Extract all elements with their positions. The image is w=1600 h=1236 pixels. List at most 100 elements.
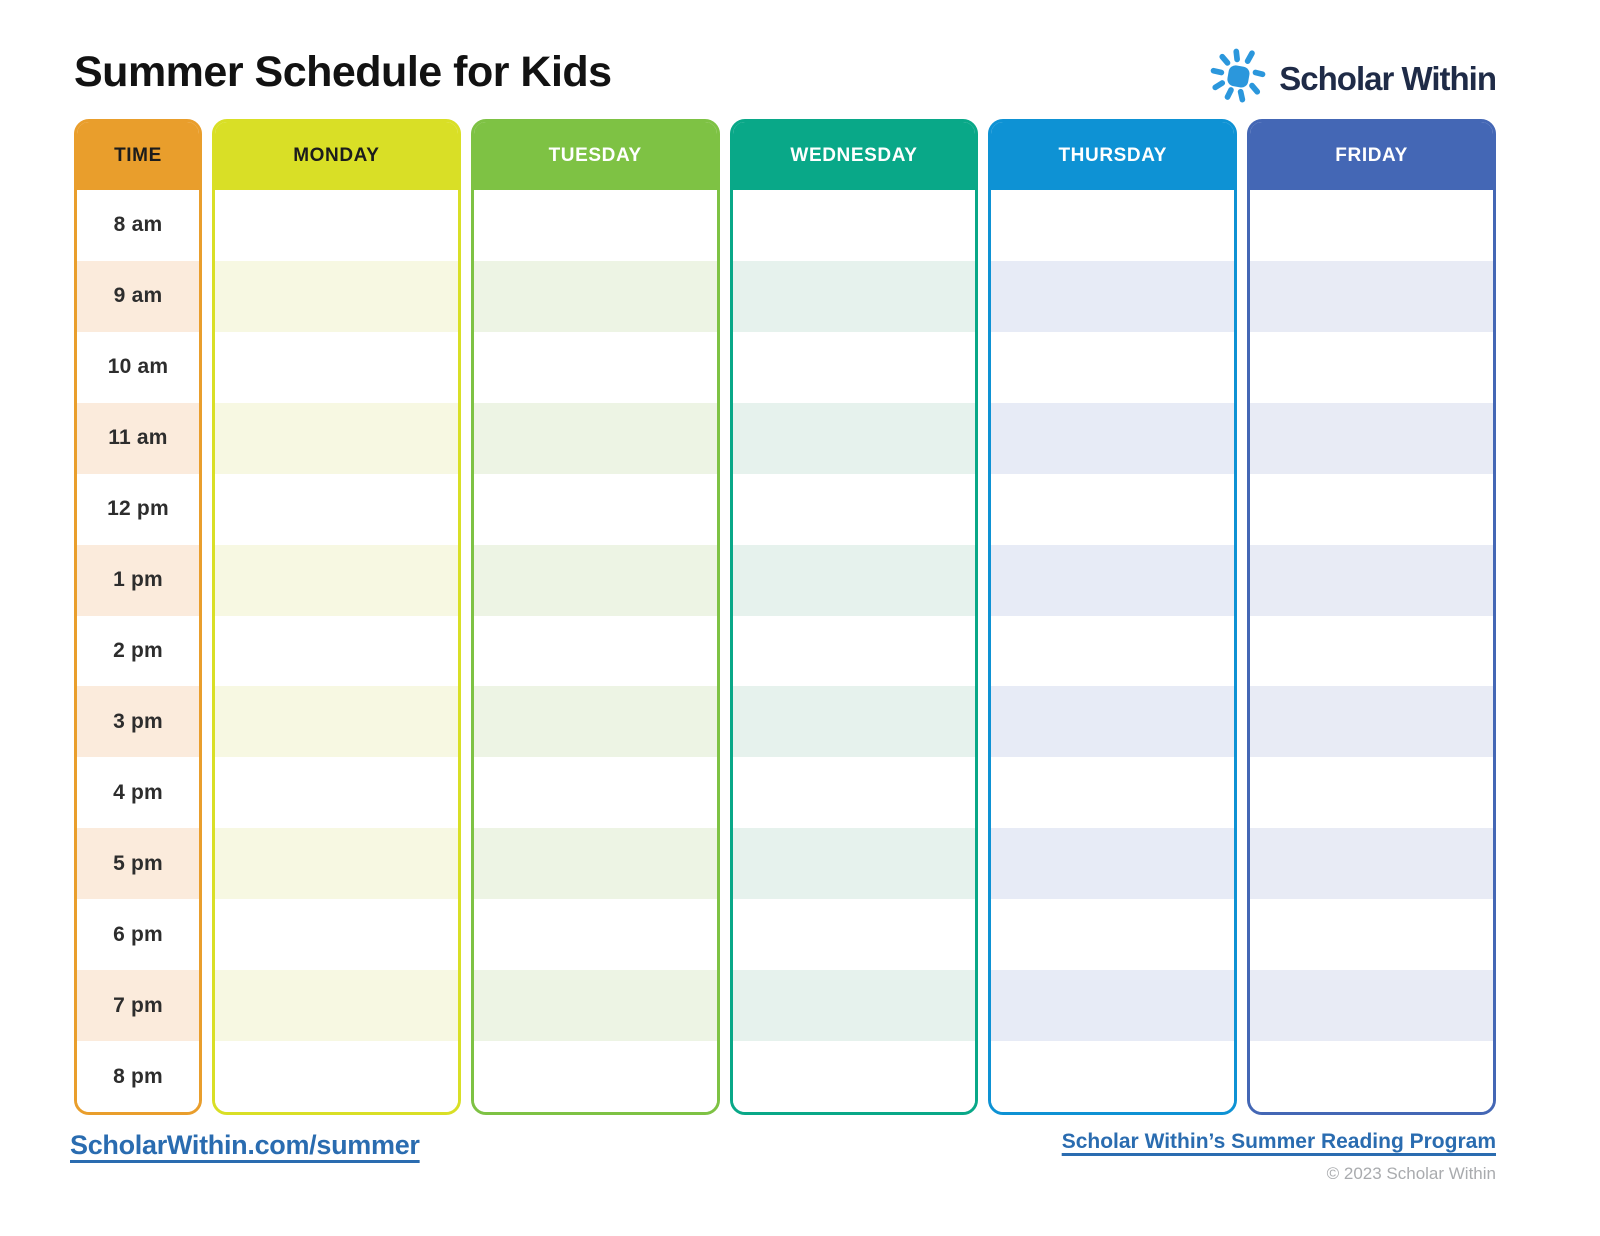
schedule-cell <box>215 1041 458 1112</box>
column-body <box>473 190 717 1112</box>
time-label: 2 pm <box>77 615 199 687</box>
footer-right: Scholar Within’s Summer Reading Program … <box>1062 1130 1496 1184</box>
schedule-cell <box>732 402 976 474</box>
page-title: Summer Schedule for Kids <box>74 48 612 96</box>
schedule-cell <box>1250 899 1493 971</box>
column-body <box>215 190 458 1112</box>
schedule-cell <box>215 899 458 971</box>
schedule-cell <box>473 190 717 261</box>
schedule-cell <box>1250 828 1493 900</box>
summer-reading-program-link[interactable]: Scholar Within’s Summer Reading Program <box>1061 1130 1496 1153</box>
schedule-cell <box>732 970 976 1042</box>
schedule-cell <box>473 828 717 900</box>
schedule-cell <box>215 686 458 758</box>
sun-icon <box>1210 48 1266 109</box>
schedule-cell <box>215 757 458 829</box>
schedule-cell <box>473 757 717 829</box>
schedule-cell <box>473 970 717 1042</box>
copyright-text: © 2023 Scholar Within <box>1326 1164 1496 1183</box>
schedule-cell <box>732 473 976 545</box>
time-label: 11 am <box>77 402 199 474</box>
column-header: MONDAY <box>215 122 458 190</box>
schedule-cell <box>473 1041 717 1112</box>
schedule-cell <box>215 331 458 403</box>
schedule-cell <box>1250 473 1493 545</box>
schedule-cell <box>732 757 976 829</box>
schedule-cell <box>215 970 458 1042</box>
time-label: 8 am <box>77 190 199 261</box>
schedule-cell <box>732 544 976 616</box>
time-label: 7 pm <box>77 970 199 1042</box>
time-column: TIME 8 am 9 am 10 am 11 am 12 pm 1 pm 2 pm 3 pm 4… <box>74 119 202 1115</box>
schedule-cell <box>991 686 1235 758</box>
schedule-cell <box>732 190 976 261</box>
schedule-cell <box>473 402 717 474</box>
schedule-cell <box>1250 331 1493 403</box>
schedule-cell <box>991 828 1235 900</box>
column-body: 8 am 9 am 10 am 11 am 12 pm 1 pm 2 pm 3 pm 4 pm 5… <box>77 190 199 1112</box>
time-label: 12 pm <box>77 473 199 545</box>
brand-logo: Scholar Within <box>1210 48 1497 109</box>
schedule-cell <box>215 615 458 687</box>
schedule-cell <box>473 615 717 687</box>
schedule-cell <box>991 970 1235 1042</box>
time-label: 8 pm <box>77 1041 199 1112</box>
schedule-cell <box>473 899 717 971</box>
schedule-cell <box>215 402 458 474</box>
schedule-cell <box>1250 615 1493 687</box>
schedule-cell <box>732 615 976 687</box>
schedule-cell <box>991 260 1235 332</box>
schedule-cell <box>473 544 717 616</box>
day-column-friday: FRIDAY <box>1247 119 1496 1115</box>
schedule-cell <box>473 473 717 545</box>
time-label: 1 pm <box>77 544 199 616</box>
time-label: 10 am <box>77 331 199 403</box>
schedule-cell <box>991 544 1235 616</box>
schedule-cell <box>215 544 458 616</box>
schedule-cell <box>732 828 976 900</box>
schedule-cell <box>732 1041 976 1112</box>
schedule-cell <box>991 190 1235 261</box>
column-header: WEDNESDAY <box>732 122 976 190</box>
brand-wordmark: Scholar Within <box>1279 59 1497 97</box>
column-header: THURSDAY <box>991 122 1235 190</box>
schedule-cell <box>991 402 1235 474</box>
day-column-wednesday: WEDNESDAY <box>729 119 979 1115</box>
schedule-cell <box>473 331 717 403</box>
column-header: TUESDAY <box>473 122 717 190</box>
time-label: 3 pm <box>77 686 199 758</box>
time-label: 9 am <box>77 260 199 332</box>
schedule-cell <box>991 899 1235 971</box>
schedule-cell <box>991 473 1235 545</box>
schedule-cell <box>991 757 1235 829</box>
weekly-schedule-table: TIME 8 am 9 am 10 am 11 am 12 pm 1 pm 2 pm 3 pm 4… <box>74 119 1496 1115</box>
schedule-cell <box>473 260 717 332</box>
schedule-cell <box>991 1041 1235 1112</box>
schedule-cell <box>1250 1041 1493 1112</box>
day-column-thursday: THURSDAY <box>988 119 1238 1115</box>
column-body <box>991 190 1235 1112</box>
schedule-cell <box>215 190 458 261</box>
schedule-cell <box>1250 686 1493 758</box>
day-column-monday: MONDAY <box>212 119 461 1115</box>
column-body <box>1250 190 1493 1112</box>
schedule-cell <box>1250 190 1493 261</box>
schedule-cell <box>991 615 1235 687</box>
summer-url-link[interactable]: ScholarWithin.com/summer <box>70 1130 420 1160</box>
schedule-cell <box>1250 970 1493 1042</box>
column-header: FRIDAY <box>1250 122 1493 190</box>
schedule-cell <box>1250 757 1493 829</box>
schedule-cell <box>732 686 976 758</box>
day-column-tuesday: TUESDAY <box>470 119 720 1115</box>
schedule-cell <box>991 331 1235 403</box>
column-body <box>732 190 976 1112</box>
schedule-cell <box>473 686 717 758</box>
schedule-cell <box>215 473 458 545</box>
time-label: 5 pm <box>77 828 199 900</box>
schedule-cell <box>732 899 976 971</box>
schedule-cell <box>1250 402 1493 474</box>
schedule-cell <box>215 828 458 900</box>
time-label: 6 pm <box>77 899 199 971</box>
schedule-cell <box>1250 260 1493 332</box>
